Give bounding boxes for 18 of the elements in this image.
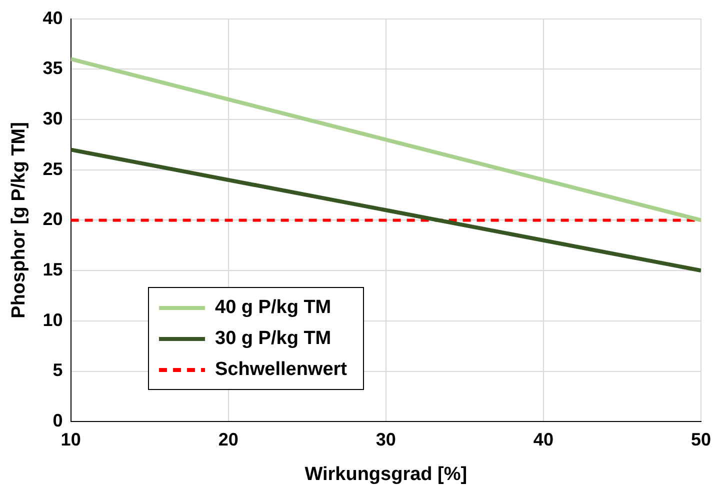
y-tick-label: 10 [42, 310, 63, 330]
y-tick-label: 30 [42, 108, 63, 128]
legend-label: 30 g P/kg TM [215, 328, 332, 350]
legend-label: 40 g P/kg TM [215, 296, 332, 318]
x-tick-label: 40 [533, 429, 554, 450]
y-tick-label: 0 [52, 410, 63, 431]
x-tick-label: 50 [690, 429, 712, 450]
x-axis-title: Wirkungsgrad [%] [304, 464, 468, 485]
y-axis-title: Phosphor [g P/kg TM] [8, 122, 30, 318]
x-tick-label: 20 [218, 429, 238, 450]
y-tick-label: 35 [42, 58, 63, 78]
legend-label: Schwellenwert [215, 358, 347, 380]
x-tick-label: 30 [376, 429, 396, 450]
y-tick-label: 5 [52, 360, 63, 380]
y-tick-label: 15 [42, 260, 63, 280]
y-tick-label: 40 [42, 8, 63, 28]
y-tick-label: 25 [42, 158, 63, 179]
y-tick-label: 20 [42, 209, 63, 230]
